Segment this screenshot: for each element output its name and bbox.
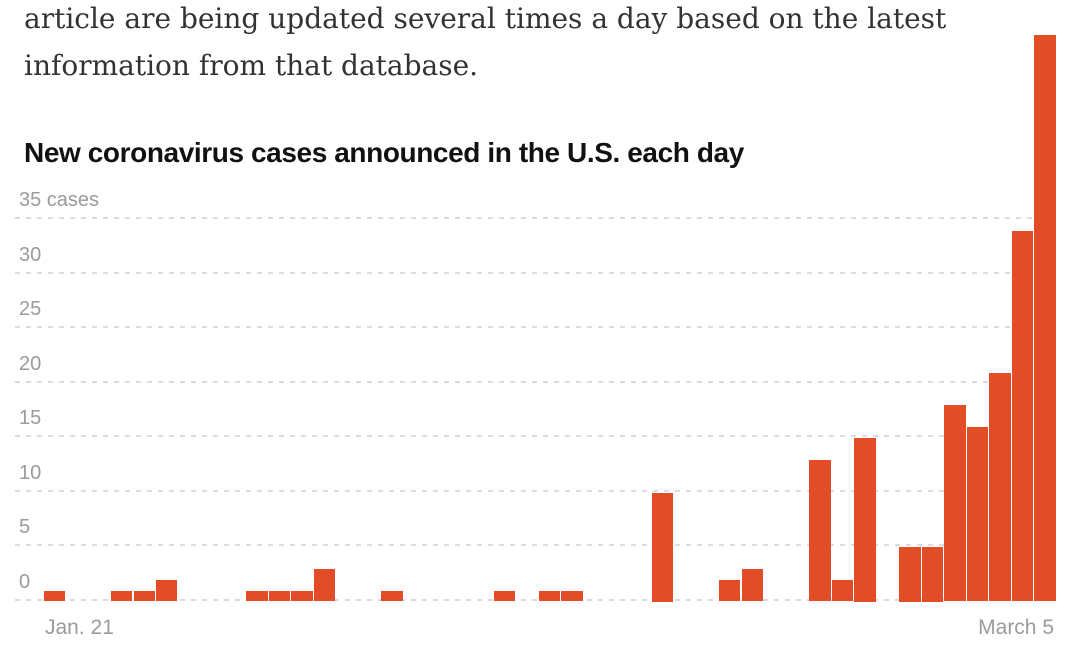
y-axis-tick-label: 20 [19,352,42,375]
bar [831,579,854,602]
bar [651,492,673,602]
bar [381,590,403,602]
y-axis-tick-label: 15 [19,407,42,429]
bar [493,590,516,602]
bar [268,590,291,602]
x-axis-label-start: Jan. 21 [45,616,114,639]
bar [538,590,561,602]
bar [291,590,313,602]
bar [313,568,336,602]
gridline [15,489,1057,492]
bar [899,547,921,602]
bar [921,547,944,602]
y-axis-tick-label: 0 [19,570,31,593]
bar [989,372,1011,602]
article-paragraph: article are being updated several times … [24,0,946,89]
y-axis-tick-label: 5 [19,516,31,538]
bar [43,590,65,602]
gridline [15,544,1057,546]
gridline [15,217,1057,219]
bar [561,590,583,602]
bar [246,590,268,602]
bar [944,405,966,602]
article-paragraph-line: article are being updated several times … [24,2,947,35]
bar [1011,230,1034,602]
y-axis-tick-label: 25 [19,298,42,320]
bar [966,427,989,602]
y-axis-tick-label: 35 cases [19,189,100,211]
gridline [15,598,1057,601]
gridline [15,326,1057,328]
gridline [15,380,1057,383]
chart-title: New coronavirus cases announced in the U… [24,137,744,168]
x-axis-label-end: March 5 [978,616,1054,639]
bar [854,438,876,602]
article-paragraph-line: information from that database. [24,49,479,82]
y-axis-tick-label: 30 [19,243,42,266]
y-axis-tick-label: 10 [19,461,42,484]
bar [156,579,178,602]
gridline [15,271,1057,274]
bar [133,590,155,602]
gridline [15,435,1057,437]
bar [111,590,133,602]
bar [719,579,741,602]
bar [741,568,763,602]
bar [809,459,831,602]
bar [1034,34,1056,602]
